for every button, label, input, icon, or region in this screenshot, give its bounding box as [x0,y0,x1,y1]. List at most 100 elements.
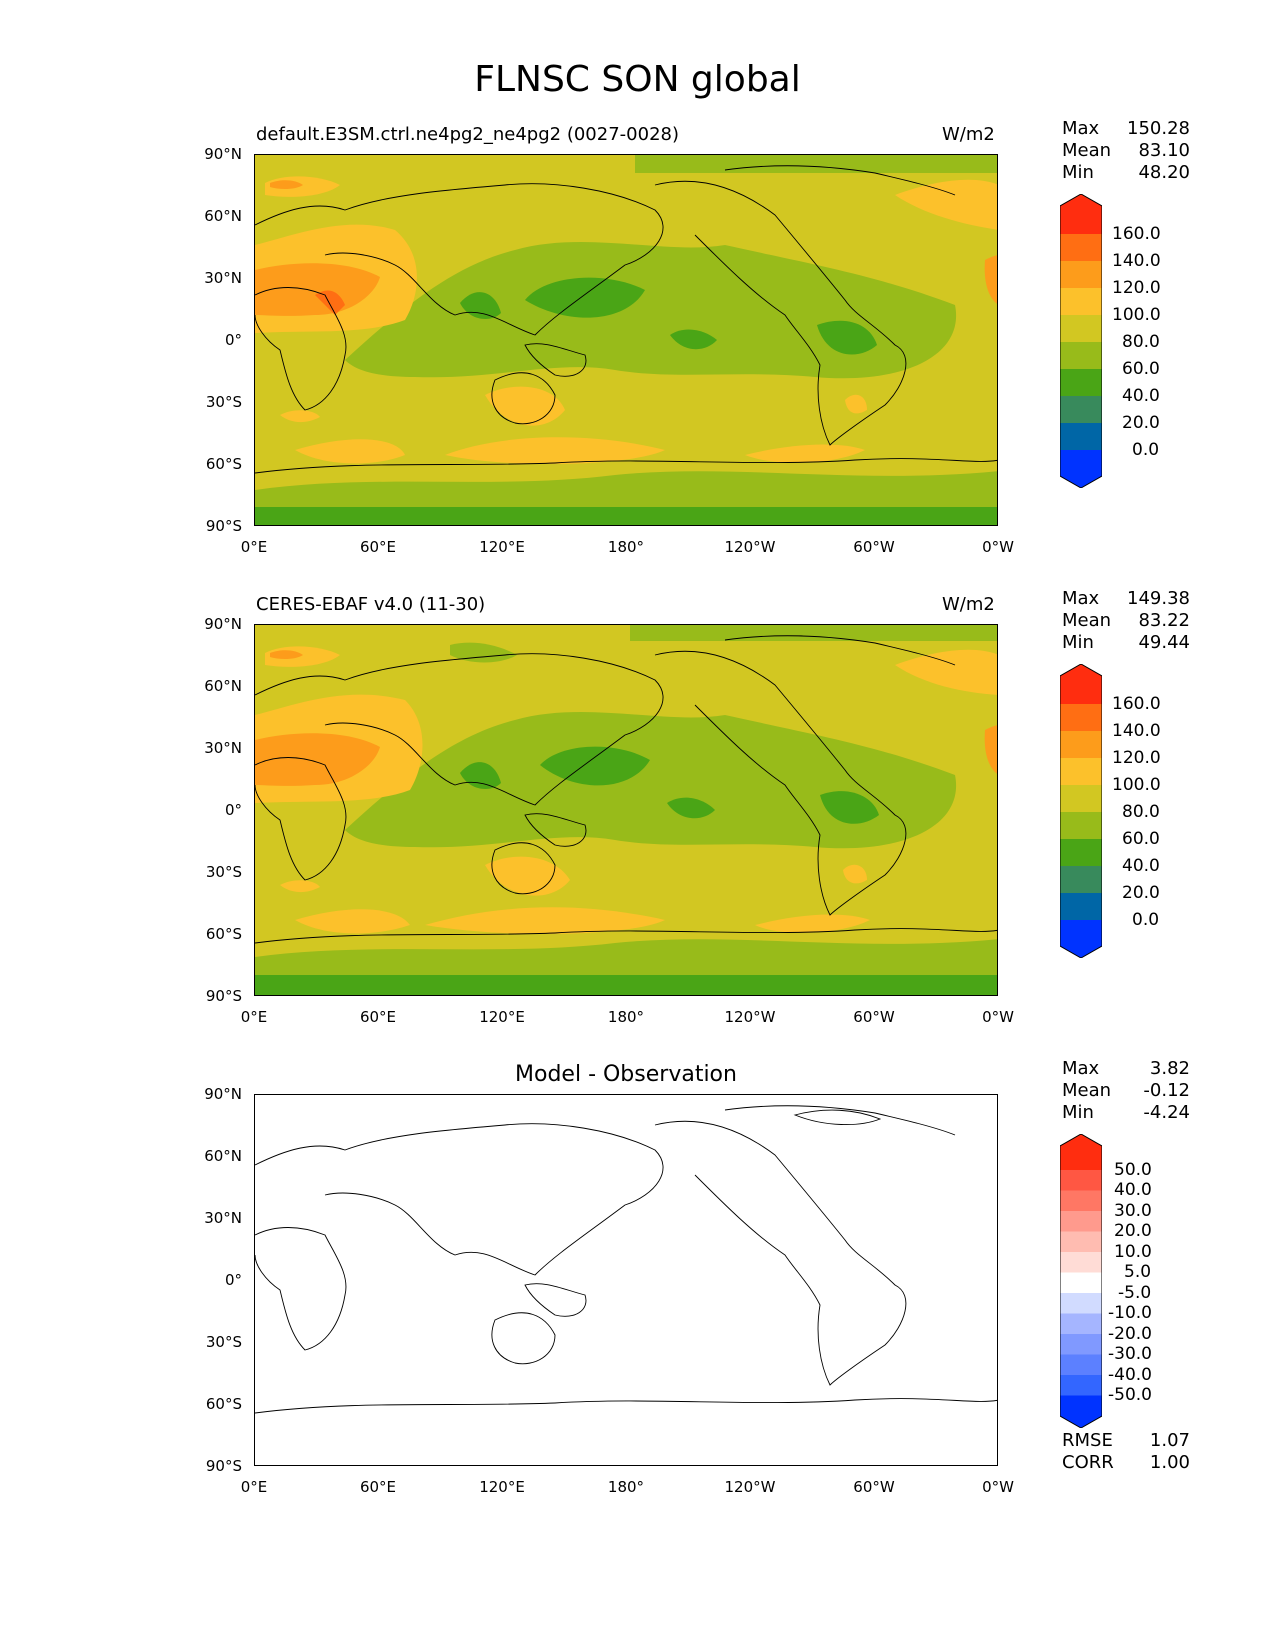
lon-tick-label: 0°E [240,1478,268,1496]
stat-max-label: Max [1062,118,1100,139]
lat-tick-label: 60°S [205,1395,242,1413]
stat-min-value: -4.24 [1143,1102,1190,1123]
lon-tick-label: 60°W [853,538,895,556]
diff-panel: Model - Observation 90°N 60°N 30°N 0° 30… [0,1058,1275,1498]
lon-tick-label: 0°W [982,1478,1014,1496]
lat-tick-label: 60°S [205,455,242,473]
model-colorbar [1059,193,1103,489]
stat-max-value: 3.82 [1149,1058,1190,1079]
lon-tick-label: 120°E [479,1008,525,1026]
stat-max-label: Max [1062,1058,1100,1079]
lon-tick-label: 120°W [724,538,776,556]
lat-tick-label: 0° [224,1271,242,1289]
stat-mean-value: -0.12 [1143,1080,1190,1101]
lon-tick-label: 120°E [479,538,525,556]
colorbar-label: 40.0 [1114,1180,1152,1200]
stat-min-label: Min [1062,162,1094,183]
obs-stats: Max 149.38 Mean 83.22 Min 49.44 [1062,588,1190,654]
diff-map-field [255,1095,997,1465]
lat-tick-label: 90°N [204,1085,242,1103]
obs-map-field [255,625,997,995]
colorbar-label: 120.0 [1112,278,1161,298]
lat-tick-label: 90°S [205,987,242,1005]
colorbar-label: 80.0 [1122,802,1160,822]
lon-tick-label: 0°E [240,1008,268,1026]
lon-tick-label: 60°W [853,1008,895,1026]
model-panel-title: default.E3SM.ctrl.ne4pg2_ne4pg2 (0027-00… [256,124,679,145]
colorbar-label: -50.0 [1108,1385,1152,1405]
colorbar-label: 10.0 [1114,1242,1152,1262]
lat-tick-label: 60°N [204,1147,242,1165]
lat-tick-label: 90°N [204,145,242,163]
colorbar-label: 60.0 [1122,829,1160,849]
lon-tick-label: 180° [607,1008,645,1026]
obs-map [254,624,998,996]
stat-min-value: 49.44 [1138,632,1190,653]
model-panel: default.E3SM.ctrl.ne4pg2_ne4pg2 (0027-00… [0,118,1275,588]
colorbar-label: 20.0 [1122,883,1160,903]
colorbar-label: -40.0 [1108,1365,1152,1385]
lon-tick-label: 120°W [724,1008,776,1026]
diff-map [254,1094,998,1466]
colorbar-label: 50.0 [1114,1160,1152,1180]
lat-tick-label: 90°S [205,1457,242,1475]
stat-max-value: 149.38 [1127,588,1190,609]
colorbar-label: 0.0 [1132,910,1160,930]
lat-tick-label: 60°N [204,677,242,695]
lon-tick-label: 60°W [853,1478,895,1496]
obs-panel-title: CERES-EBAF v4.0 (11-30) [256,594,486,615]
lon-tick-label: 0°W [982,538,1014,556]
stat-min-label: Min [1062,632,1094,653]
stat-mean-value: 83.10 [1138,140,1190,161]
lat-tick-label: 90°S [205,517,242,535]
diff-colorbar [1059,1133,1103,1429]
model-map [254,154,998,526]
rmse-label: RMSE [1062,1430,1113,1451]
lon-tick-label: 120°W [724,1478,776,1496]
stat-mean-value: 83.22 [1138,610,1190,631]
lat-tick-label: 30°S [205,1333,242,1351]
colorbar-label: 100.0 [1112,305,1161,325]
colorbar-label: 30.0 [1114,1201,1152,1221]
stat-min-value: 48.20 [1138,162,1190,183]
figure-title: FLNSC SON global [474,59,801,100]
corr-label: CORR [1062,1452,1114,1473]
lat-tick-label: 30°N [204,739,242,757]
colorbar-label: -5.0 [1118,1283,1152,1303]
lon-tick-label: 0°E [240,538,268,556]
lat-tick-label: 0° [224,801,242,819]
colorbar-label: 20.0 [1114,1221,1152,1241]
diff-panel-title: Model - Observation [515,1062,737,1087]
lon-tick-label: 180° [607,1478,645,1496]
lat-tick-label: 30°S [205,393,242,411]
colorbar-label: -30.0 [1108,1344,1152,1364]
rmse-value: 1.07 [1149,1430,1190,1451]
lat-tick-label: 30°S [205,863,242,881]
corr-value: 1.00 [1149,1452,1190,1473]
lat-tick-label: 0° [224,331,242,349]
stat-max-value: 150.28 [1127,118,1190,139]
colorbar-label: 60.0 [1122,359,1160,379]
colorbar-label: -10.0 [1108,1303,1152,1323]
lat-tick-label: 60°N [204,207,242,225]
lat-tick-label: 60°S [205,925,242,943]
colorbar-label: 80.0 [1122,332,1160,352]
stat-mean-label: Mean [1062,610,1112,631]
stat-max-label: Max [1062,588,1100,609]
model-panel-units: W/m2 [942,124,995,145]
colorbar-label: 5.0 [1124,1262,1152,1282]
lon-tick-label: 60°E [359,1008,397,1026]
colorbar-label: 160.0 [1112,694,1161,714]
model-stats: Max 150.28 Mean 83.10 Min 48.20 [1062,118,1190,184]
colorbar-label: 40.0 [1122,856,1160,876]
lon-tick-label: 60°E [359,538,397,556]
stat-mean-label: Mean [1062,1080,1112,1101]
obs-colorbar [1059,663,1103,959]
lon-tick-label: 180° [607,538,645,556]
lon-tick-label: 60°E [359,1478,397,1496]
lat-tick-label: 90°N [204,615,242,633]
colorbar-label: 120.0 [1112,748,1161,768]
diff-metrics: RMSE 1.07 CORR 1.00 [1062,1430,1190,1474]
colorbar-label: 140.0 [1112,721,1161,741]
lat-tick-label: 30°N [204,1209,242,1227]
